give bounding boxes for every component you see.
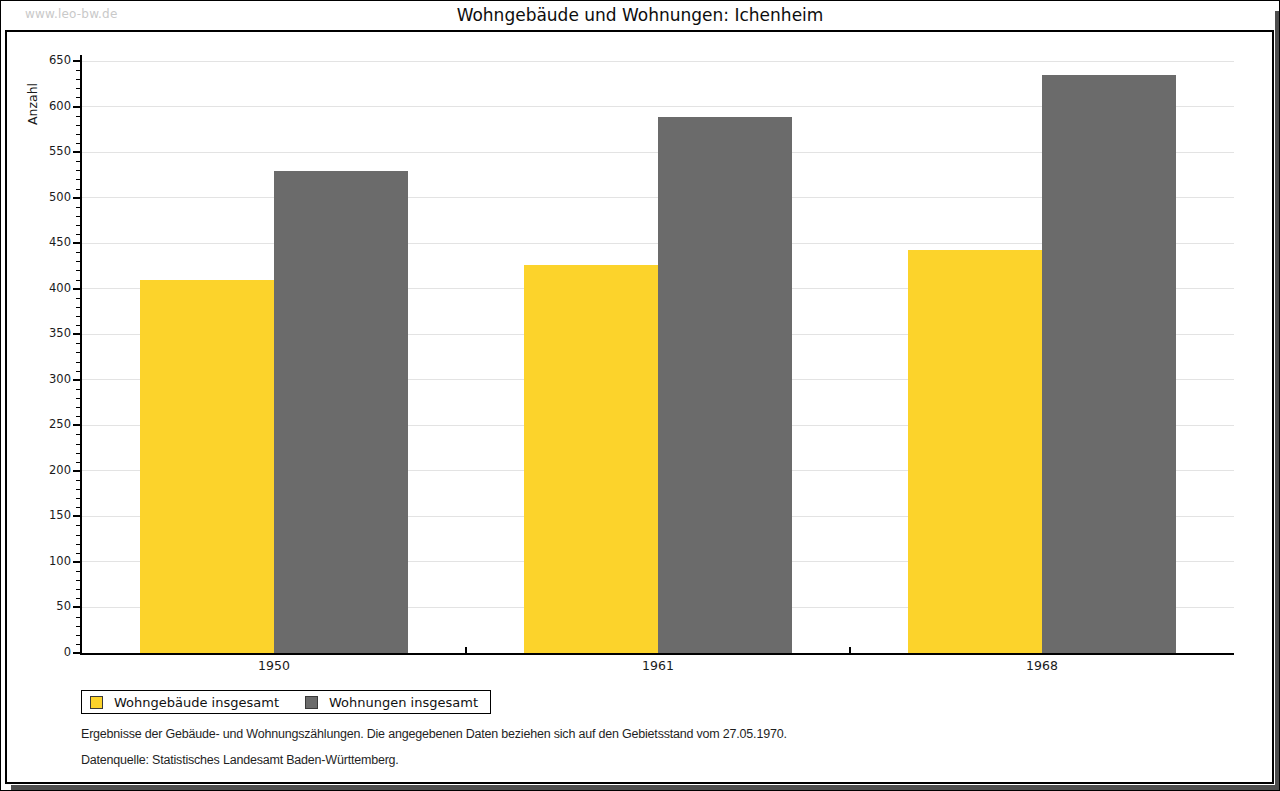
y-axis-tick-label: 150 xyxy=(29,508,71,522)
y-axis-tick-label: 600 xyxy=(29,99,71,113)
x-axis-category-label: 1961 xyxy=(613,658,703,673)
bar-dwellings-1961 xyxy=(658,117,792,653)
bar-dwellings-1950 xyxy=(274,171,408,653)
x-axis-category-label: 1968 xyxy=(997,658,1087,673)
y-axis-tick-label: 650 xyxy=(29,53,71,67)
legend-item: Wohnungen insgesamt xyxy=(305,695,478,710)
y-axis-tick-label: 50 xyxy=(29,599,71,613)
gridline xyxy=(82,61,1234,62)
x-axis-line xyxy=(80,653,1234,655)
y-axis-tick-label: 450 xyxy=(29,235,71,249)
bar-buildings-1950 xyxy=(140,280,274,653)
chart-plot-area: 0 50 100 150 200 250 300 350 400 450 500 550 600 650 1… xyxy=(1,1,1280,791)
legend-swatch-icon xyxy=(90,696,103,709)
y-axis-tick-label: 100 xyxy=(29,554,71,568)
y-axis-tick-label: 500 xyxy=(29,190,71,204)
y-axis-tick-label: 250 xyxy=(29,417,71,431)
y-axis-line xyxy=(80,55,82,655)
chart-legend: Wohngebäude insgesamt Wohnungen insgesamt xyxy=(81,690,491,714)
y-axis-tick-label: 550 xyxy=(29,144,71,158)
footer-note-source: Datenquelle: Statistisches Landesamt Bad… xyxy=(81,753,399,767)
y-axis-tick-label: 300 xyxy=(29,372,71,386)
footer-note-results: Ergebnisse der Gebäude- und Wohnungszähl… xyxy=(81,727,787,741)
legend-label: Wohngebäude insgesamt xyxy=(114,695,279,710)
x-axis-category-label: 1950 xyxy=(229,658,319,673)
legend-swatch-icon xyxy=(305,696,318,709)
y-axis-tick-label: 400 xyxy=(29,281,71,295)
bar-dwellings-1968 xyxy=(1042,75,1176,653)
y-axis-tick-label: 200 xyxy=(29,463,71,477)
chart-page: www.leo-bw.de Wohngebäude und Wohnungen:… xyxy=(0,0,1280,791)
bar-buildings-1968 xyxy=(908,250,1042,653)
legend-item: Wohngebäude insgesamt xyxy=(90,695,279,710)
y-axis-tick-label: 0 xyxy=(29,645,71,659)
legend-label: Wohnungen insgesamt xyxy=(329,695,478,710)
bar-buildings-1961 xyxy=(524,265,658,653)
y-axis-tick-label: 350 xyxy=(29,326,71,340)
